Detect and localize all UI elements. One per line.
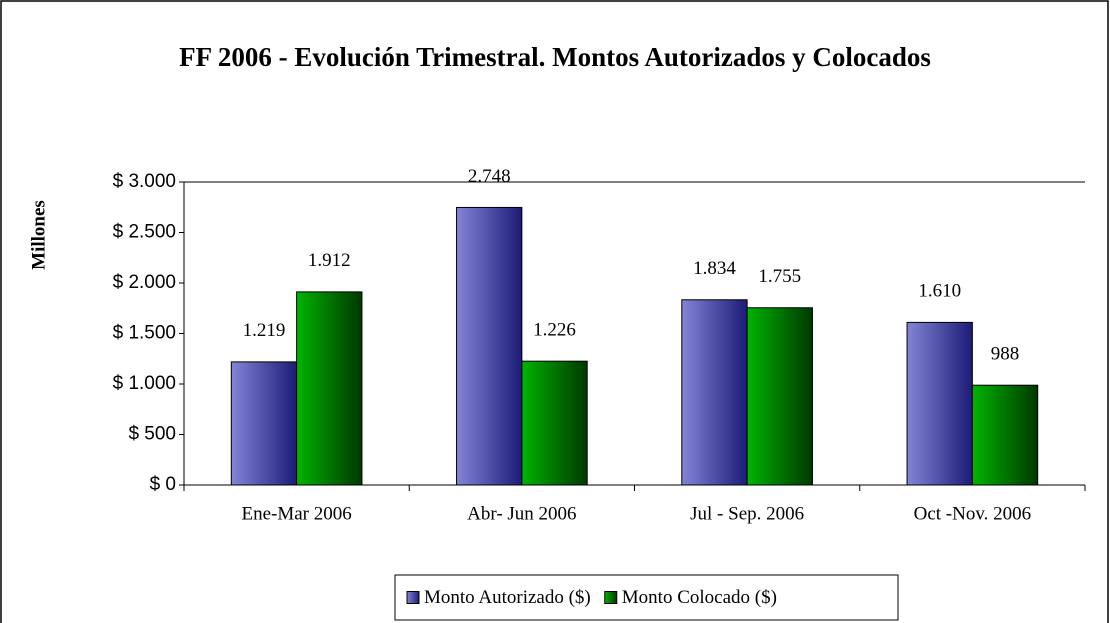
bar — [296, 291, 363, 486]
y-tick-label: $ 1.500 — [113, 323, 176, 344]
y-tick-label: $ 3.000 — [113, 171, 176, 192]
bar — [456, 206, 523, 486]
data-label: 988 — [991, 344, 1020, 365]
data-label: 2.748 — [468, 166, 511, 187]
bar — [746, 307, 813, 486]
y-tick-label: $ 0 — [150, 474, 176, 495]
bar — [906, 321, 973, 486]
y-tick-label: $ 2.000 — [113, 272, 176, 293]
legend-label: Monto Colocado ($) — [622, 587, 777, 608]
legend-box — [394, 574, 899, 621]
x-tick-label: Ene-Mar 2006 — [241, 503, 351, 524]
legend-swatch — [406, 591, 420, 604]
data-label: 1.834 — [693, 258, 736, 279]
data-label: 1.610 — [918, 281, 961, 302]
x-tick-label: Oct -Nov. 2006 — [914, 503, 1032, 524]
bar — [521, 360, 588, 486]
y-tick-label: $ 2.500 — [113, 222, 176, 243]
bar — [230, 361, 298, 486]
legend-swatch — [604, 591, 618, 604]
x-tick-label: Jul - Sep. 2006 — [690, 503, 804, 524]
bar — [971, 384, 1039, 486]
y-tick-label: $ 500 — [128, 424, 176, 445]
legend-label: Monto Autorizado ($) — [424, 587, 591, 608]
chart-title: FF 2006 - Evolución Trimestral. Montos A… — [179, 42, 931, 72]
data-label: 1.912 — [308, 250, 351, 271]
y-tick-label: $ 1.000 — [113, 373, 176, 394]
data-label: 1.755 — [758, 266, 801, 287]
data-label: 1.226 — [533, 320, 576, 341]
x-tick-label: Abr- Jun 2006 — [467, 503, 576, 524]
y-axis-label: Millones — [28, 200, 49, 270]
data-label: 1.219 — [243, 320, 286, 341]
bar — [681, 299, 748, 486]
